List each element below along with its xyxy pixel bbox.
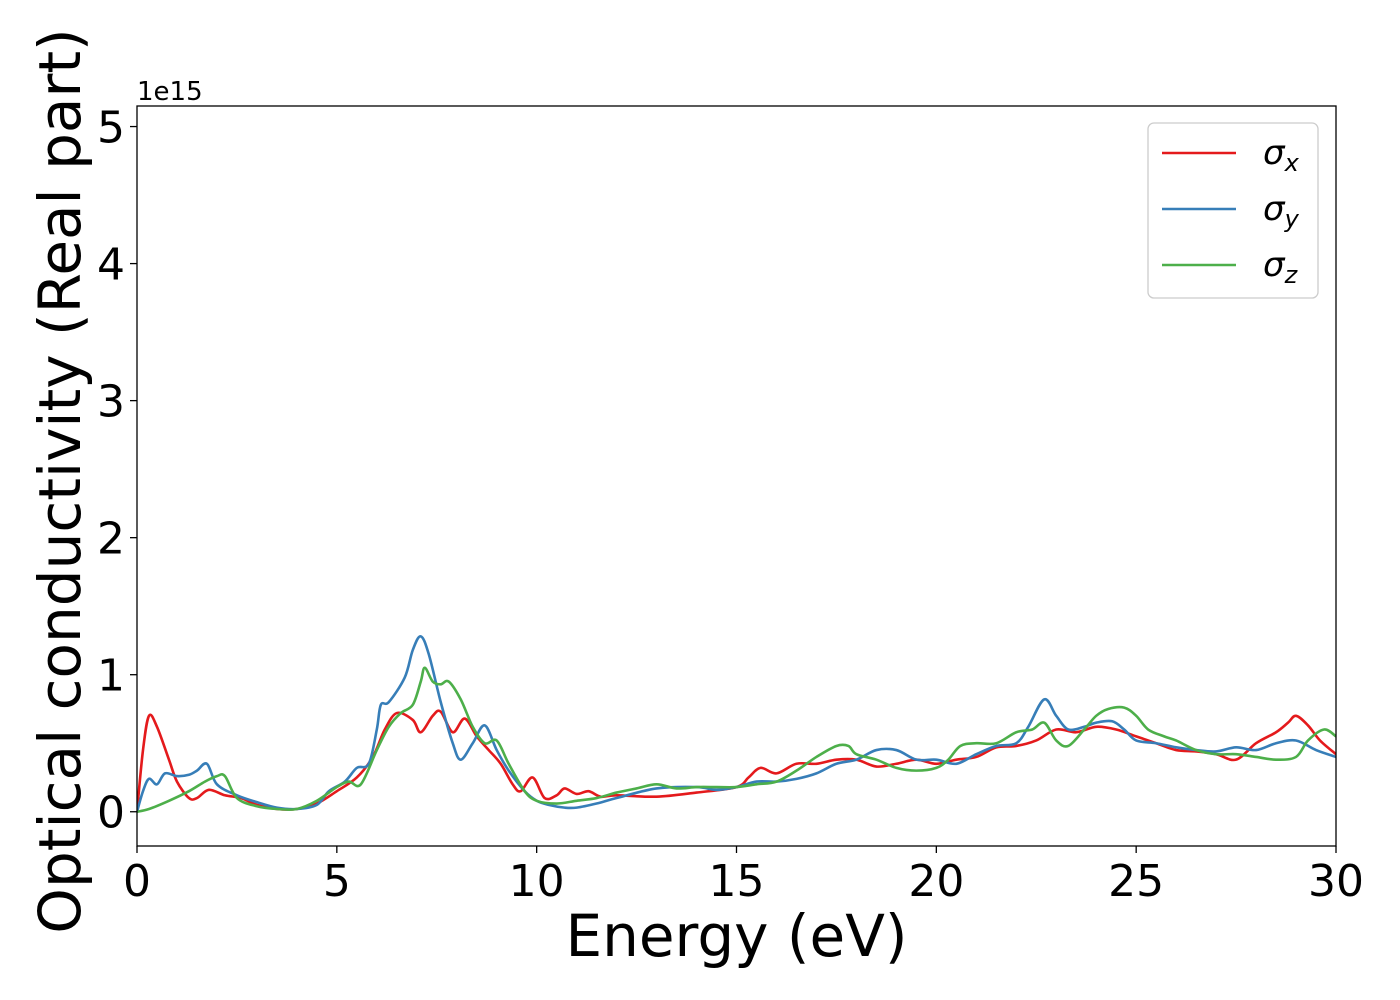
legend: σx σy σz bbox=[1147, 122, 1319, 299]
series-line-y bbox=[137, 635, 1336, 813]
x-tick-label: 15 bbox=[709, 856, 765, 907]
y-tick-label: 2 bbox=[97, 514, 125, 565]
legend-label-y: σy bbox=[1263, 189, 1300, 233]
legend-label-z: σz bbox=[1263, 245, 1299, 289]
x-tick-label: 25 bbox=[1108, 856, 1164, 907]
y-tick-label: 5 bbox=[97, 103, 125, 154]
y-tick-label: 0 bbox=[97, 788, 125, 839]
series-line-x bbox=[137, 709, 1336, 812]
ticks-layer: 0 5 10 15 20 25 30 0 1 2 3 4 5 bbox=[97, 103, 1364, 907]
y-tick-label: 1 bbox=[97, 651, 125, 702]
y-offset-text: 1e15 bbox=[137, 77, 203, 107]
x-tick-label: 10 bbox=[509, 856, 565, 907]
x-axis-title: Energy (eV) bbox=[565, 902, 907, 970]
x-tick-label: 30 bbox=[1308, 856, 1364, 907]
x-tick-label: 20 bbox=[908, 856, 964, 907]
legend-box bbox=[1147, 122, 1319, 299]
y-tick-label: 4 bbox=[97, 240, 125, 291]
legend-label-x: σx bbox=[1263, 133, 1300, 177]
x-tick-label: 5 bbox=[323, 856, 351, 907]
series-layer bbox=[137, 635, 1336, 814]
y-axis-title: Optical conductivity (Real part) bbox=[26, 28, 94, 933]
x-tick-label: 0 bbox=[123, 856, 151, 907]
series-line-z bbox=[137, 666, 1336, 814]
y-tick-label: 3 bbox=[97, 377, 125, 428]
